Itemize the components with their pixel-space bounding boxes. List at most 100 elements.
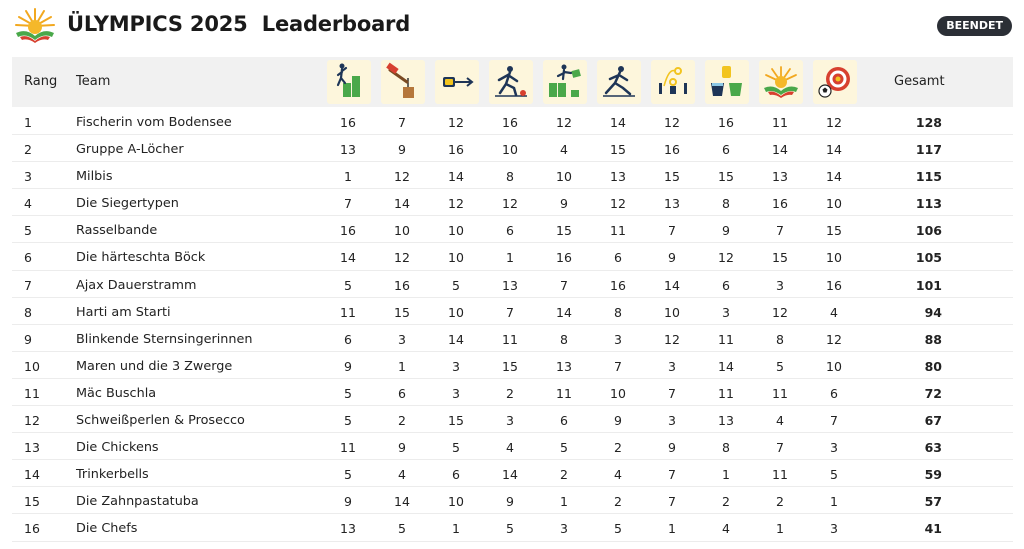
table-row[interactable]: 12 Schweißperlen & Prosecco 5 2 15 3 6 9 3 13 4 7 67 <box>12 406 1013 434</box>
score-cell: 9 <box>344 494 352 510</box>
score-cell: 10 <box>610 385 626 401</box>
team-name-cell: Milbis <box>76 169 113 185</box>
score-cell: 8 <box>776 331 784 347</box>
total-score-cell: 101 <box>915 277 942 293</box>
table-row[interactable]: 11 Mäc Buschla 5 6 3 2 11 10 7 11 11 6 72 <box>12 379 1013 407</box>
score-cell: 6 <box>398 385 406 401</box>
score-cell: 10 <box>448 223 464 239</box>
table-row[interactable]: 1 Fischerin vom Bodensee 16 7 12 16 12 14 12 16 11… <box>12 108 1013 136</box>
score-cell: 14 <box>394 494 410 510</box>
team-name-cell: Schweißperlen & Prosecco <box>76 413 245 429</box>
score-cell: 10 <box>556 169 572 185</box>
score-cell: 15 <box>826 223 842 239</box>
score-cell: 16 <box>340 115 356 130</box>
total-score-cell: 105 <box>915 250 942 266</box>
score-cell: 7 <box>560 277 568 293</box>
status-badge: BEENDET <box>937 16 1012 36</box>
score-cell: 7 <box>668 223 676 239</box>
score-cell: 16 <box>502 115 518 130</box>
bowling-player-icon[interactable] <box>489 60 533 104</box>
person-stacking-boxes-icon[interactable] <box>543 60 587 104</box>
score-cell: 2 <box>614 494 622 510</box>
score-cell: 16 <box>340 223 356 239</box>
rank-cell: 2 <box>24 142 32 158</box>
score-cell: 1 <box>560 494 568 510</box>
score-cell: 3 <box>506 413 514 429</box>
score-cell: 5 <box>398 521 406 537</box>
table-row[interactable]: 13 Die Chickens 11 9 5 4 5 2 9 8 7 3 63 <box>12 433 1013 461</box>
score-cell: 7 <box>614 358 622 374</box>
score-cell: 5 <box>560 440 568 456</box>
team-name-cell: Harti am Starti <box>76 304 171 320</box>
score-cell: 12 <box>556 115 572 130</box>
table-row[interactable]: 3 Milbis 1 12 14 8 10 13 15 15 13 14 115 <box>12 162 1013 190</box>
score-cell: 14 <box>394 196 410 212</box>
score-cell: 11 <box>718 385 734 401</box>
score-cell: 14 <box>340 250 356 266</box>
table-row[interactable]: 14 Trinkerbells 5 4 6 14 2 4 7 1 11 5 59 <box>12 460 1013 488</box>
ball-target-icon[interactable] <box>813 60 857 104</box>
total-score-cell: 63 <box>924 440 942 456</box>
score-cell: 6 <box>614 250 622 266</box>
score-cell: 12 <box>448 115 464 130</box>
score-cell: 11 <box>772 467 788 483</box>
rank-cell: 3 <box>24 169 32 185</box>
score-cell: 7 <box>398 115 406 130</box>
leaderboard-rows: 1 Fischerin vom Bodensee 16 7 12 16 12 14 12 16 11… <box>12 108 1013 542</box>
score-cell: 13 <box>340 142 356 158</box>
score-cell: 1 <box>452 521 460 537</box>
score-cell: 9 <box>722 223 730 239</box>
table-row[interactable]: 15 Die Zahnpastatuba 9 14 10 9 1 2 7 2 2 1 57 <box>12 487 1013 515</box>
total-score-cell: 115 <box>915 169 942 185</box>
table-row[interactable]: 2 Gruppe A-Löcher 13 9 16 10 4 15 16 6 14 14 117 <box>12 135 1013 163</box>
score-cell: 6 <box>722 142 730 158</box>
score-cell: 12 <box>610 196 626 212</box>
team-name-cell: Die Siegertypen <box>76 196 179 212</box>
player-sliding-icon[interactable] <box>597 60 641 104</box>
column-header-team[interactable]: Team <box>76 74 111 89</box>
score-cell: 2 <box>776 494 784 510</box>
score-cell: 4 <box>398 467 406 483</box>
score-cell: 14 <box>826 142 842 158</box>
score-cell: 9 <box>560 196 568 212</box>
sponge-buckets-icon[interactable] <box>705 60 749 104</box>
total-score-cell: 117 <box>915 142 942 158</box>
table-row[interactable]: 8 Harti am Starti 11 15 10 7 14 8 10 3 12 4 94 <box>12 298 1013 325</box>
score-cell: 9 <box>398 142 406 158</box>
score-cell: 10 <box>448 304 464 320</box>
person-climbing-crates-icon[interactable] <box>327 60 371 104</box>
score-cell: 1 <box>830 494 838 510</box>
table-row[interactable]: 9 Blinkende Sternsingerinnen 6 3 14 11 8 3 12 11 8… <box>12 325 1013 352</box>
table-row[interactable]: 5 Rasselbande 16 10 10 6 15 11 7 9 7 15 106 <box>12 216 1013 244</box>
score-cell: 12 <box>826 115 842 130</box>
hammer-nail-icon[interactable] <box>381 60 425 104</box>
sunrise-hands-logo-icon <box>15 8 55 43</box>
rank-cell: 13 <box>24 440 40 456</box>
total-score-cell: 41 <box>924 521 942 537</box>
column-header-rank[interactable]: Rang <box>24 74 58 89</box>
score-cell: 15 <box>502 358 518 374</box>
sunrise-hands-icon[interactable] <box>759 60 803 104</box>
rank-cell: 12 <box>24 413 40 429</box>
score-cell: 11 <box>502 331 518 347</box>
score-cell: 11 <box>556 385 572 401</box>
table-row[interactable]: 4 Die Siegertypen 7 14 12 12 9 12 13 8 16 10 113 <box>12 189 1013 217</box>
score-cell: 9 <box>506 494 514 510</box>
score-cell: 3 <box>830 440 838 456</box>
ring-toss-icon[interactable] <box>651 60 695 104</box>
team-name-cell: Die härteschta Böck <box>76 250 206 266</box>
score-cell: 13 <box>718 413 734 429</box>
score-cell: 11 <box>610 223 626 239</box>
score-cell: 13 <box>502 277 518 293</box>
score-cell: 14 <box>826 169 842 185</box>
team-name-cell: Mäc Buschla <box>76 385 157 401</box>
table-row[interactable]: 6 Die härteschta Böck 14 12 10 1 16 6 9 12 15 10 105 <box>12 243 1013 271</box>
table-row[interactable]: 16 Die Chefs 13 5 1 5 3 5 1 4 1 3 41 <box>12 514 1013 542</box>
score-cell: 13 <box>340 521 356 537</box>
table-row[interactable]: 7 Ajax Dauerstramm 5 16 5 13 7 16 14 6 3 16 101 <box>12 271 1013 298</box>
column-header-total[interactable]: Gesamt <box>894 74 945 89</box>
score-cell: 9 <box>668 440 676 456</box>
team-name-cell: Trinkerbells <box>76 467 149 483</box>
table-row[interactable]: 10 Maren und die 3 Zwerge 9 1 3 15 13 7 3 14 5 10 80 <box>12 352 1013 379</box>
tape-measure-arrow-icon[interactable] <box>435 60 479 104</box>
